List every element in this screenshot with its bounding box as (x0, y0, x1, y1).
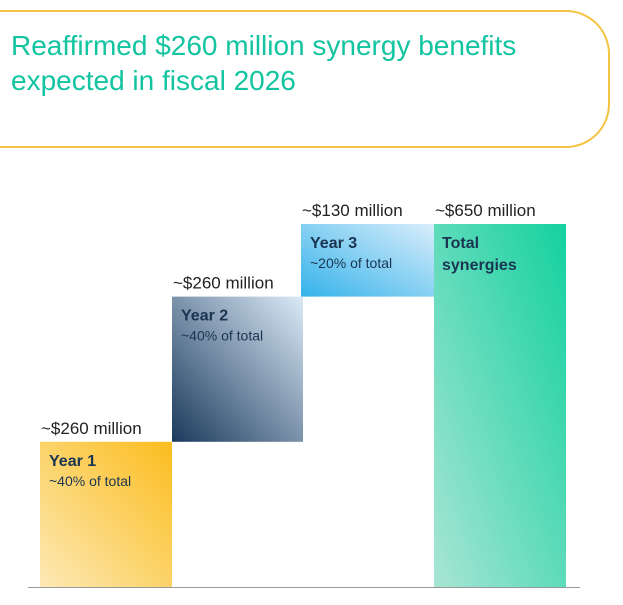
bar-year-3 (301, 224, 434, 297)
bar-year-1 (40, 441, 172, 587)
bar-title-year-1: Year 1 (49, 453, 96, 470)
bar-share-year-1: ~40% of total (49, 473, 131, 489)
value-label-year-3: ~$130 million (302, 201, 403, 220)
bar-title-year-3: Year 3 (310, 235, 357, 252)
bar-share-year-2: ~40% of total (181, 328, 263, 344)
bars-layer: ~$260 million Year 1 ~40% of total ~$260 mi… (40, 201, 566, 587)
bar-share-year-3: ~20% of total (310, 255, 392, 271)
title-callout-box (0, 10, 610, 148)
value-label-total-synergies: ~$650 million (435, 201, 536, 220)
value-label-year-2: ~$260 million (173, 274, 274, 293)
value-label-year-1: ~$260 million (41, 419, 142, 438)
page-title: Reaffirmed $260 million synergy benefits… (11, 28, 611, 98)
bar-year-2 (172, 296, 303, 442)
title-line-1: Reaffirmed $260 million synergy benefits (11, 30, 517, 61)
title-line-2: expected in fiscal 2026 (11, 65, 296, 96)
bar-title-year-2: Year 2 (181, 308, 228, 325)
bar-title-total-synergies: Total (442, 235, 479, 252)
bar-title-total-synergies: synergies (442, 257, 517, 274)
bar-total-synergies (434, 224, 566, 587)
